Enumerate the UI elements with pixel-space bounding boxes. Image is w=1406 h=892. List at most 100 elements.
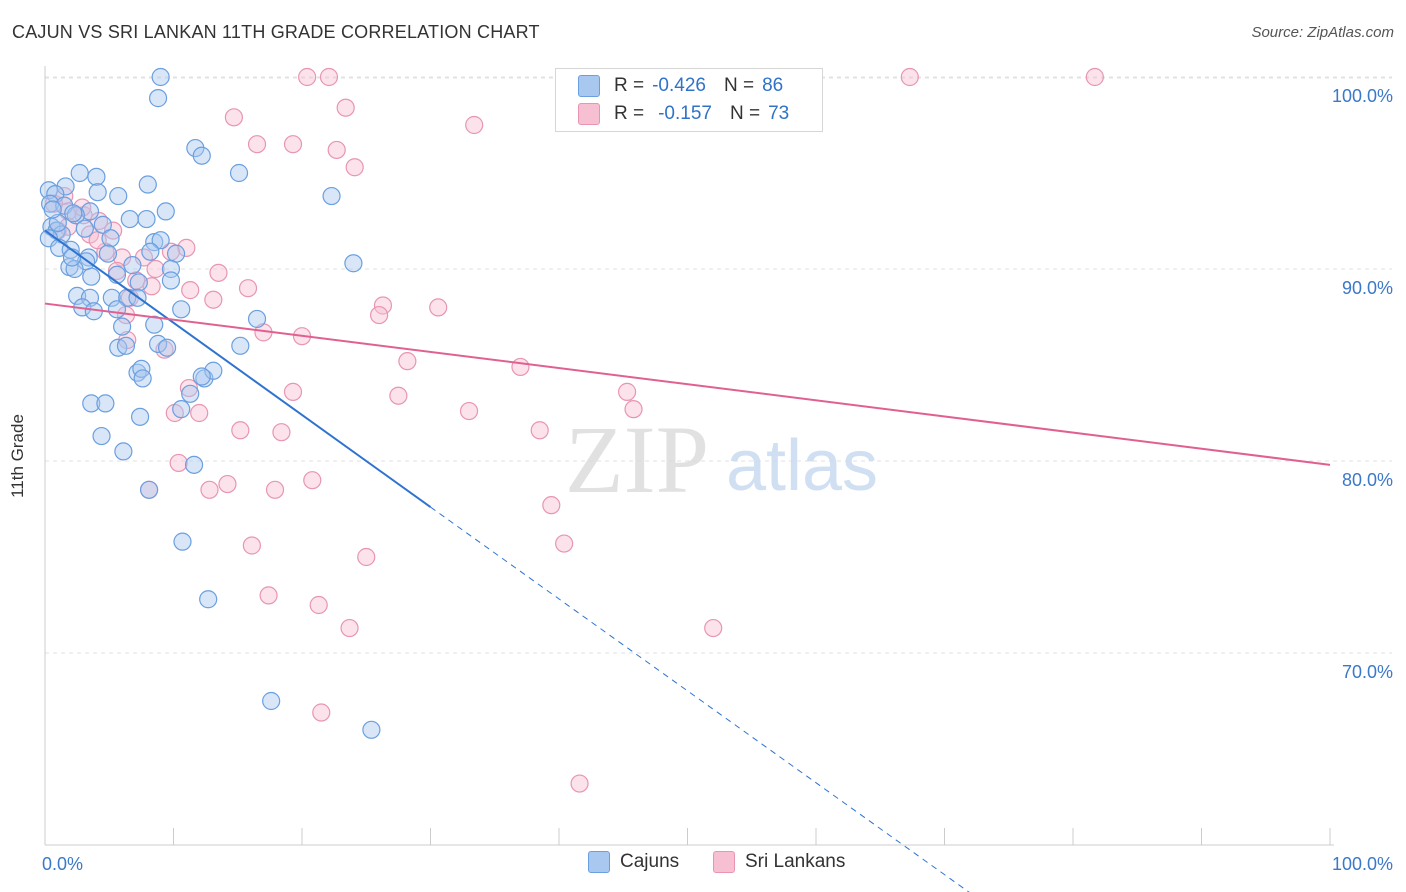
sri-lankan-point	[389, 386, 408, 405]
gridlines	[45, 76, 1392, 654]
sri-lankan-point	[542, 496, 561, 515]
cajun-swatch	[588, 851, 610, 873]
cajun-point	[75, 219, 94, 238]
sri-lankan-point	[231, 421, 250, 440]
cajun-point	[204, 361, 223, 380]
legend-item-sri-lankans: Sri Lankans	[713, 851, 845, 873]
sri-lankan-point	[283, 135, 303, 154]
cajun-point	[64, 204, 83, 223]
cajun-point	[145, 315, 164, 334]
sri-lankan-point	[265, 480, 285, 499]
sri-lankan-point	[272, 423, 291, 442]
legend-r-value: -0.426	[652, 75, 706, 96]
sri-lankan-point	[319, 67, 339, 87]
cajun-point	[130, 407, 150, 426]
watermark-zip: ZIP	[565, 406, 709, 513]
sri-lankan-point	[303, 471, 322, 490]
legend-r-label: R =	[614, 103, 645, 124]
sri-lankan-point	[283, 382, 303, 401]
x-tick-label: 100.0%	[1332, 854, 1393, 874]
cajun-point	[87, 167, 106, 186]
cajun-point	[151, 67, 170, 87]
sri-lankan-swatch	[578, 103, 600, 125]
cajun-point	[173, 532, 192, 551]
cajun-point	[62, 248, 82, 267]
legend-label-cajuns: Cajuns	[620, 851, 680, 872]
legend-label-sri-lankans: Sri Lankans	[745, 851, 846, 872]
cajun-point	[133, 369, 152, 388]
cajun-point	[129, 273, 148, 292]
axes	[44, 66, 1334, 846]
sri-lankan-point	[112, 248, 132, 267]
cajun-point	[102, 288, 121, 307]
cajun-point	[66, 206, 85, 225]
cajun-point	[138, 175, 157, 194]
legend-n-label: N =	[729, 103, 761, 124]
sri-lankan-point	[177, 238, 196, 257]
cajun-swatch	[578, 75, 600, 97]
sri-lankan-point	[704, 618, 723, 638]
legend-row-sri-lankans: R = -0.157 N = 73	[578, 101, 789, 127]
cajun-point	[101, 229, 120, 248]
cajun-point	[151, 231, 170, 250]
sri-lankan-point	[459, 401, 479, 421]
cajun-point	[231, 336, 250, 355]
cajun-point	[70, 163, 89, 183]
sri-lankan-point	[570, 774, 589, 793]
cajun-point	[362, 720, 381, 739]
cajun-point	[109, 186, 128, 206]
trend-lines	[44, 229, 1331, 892]
sri-lankan-point	[190, 403, 209, 423]
cajun-point	[82, 394, 101, 413]
sri-lankan-point	[259, 586, 278, 605]
legend-n-value: 73	[768, 103, 790, 124]
cajun-point	[157, 338, 177, 357]
tick-labels: 70.0% 80.0% 90.0% 100.0% 0.0% 100.0%	[42, 86, 1393, 874]
sri-lankan-point	[238, 279, 258, 298]
sri-lankan-point	[200, 480, 219, 499]
cajun-point	[65, 259, 84, 279]
sri-lankan-swatch	[713, 851, 735, 873]
cajun-point	[114, 442, 133, 461]
cajun-point	[199, 590, 218, 609]
cajun-point	[43, 200, 62, 219]
sri-lankan-point	[181, 281, 200, 300]
y-tick-label: 100.0%	[1332, 86, 1393, 106]
legend-n-value: 86	[762, 75, 784, 96]
legend-row-cajuns: R = -0.426 N = 86	[578, 73, 783, 99]
y-tick-label: 70.0%	[1342, 662, 1393, 682]
sri-lankan-point	[169, 453, 188, 473]
cajun-point	[137, 209, 156, 229]
cajun-point	[98, 244, 118, 263]
sri-lankan-point	[218, 474, 237, 494]
y-axis-label: 11th Grade	[8, 414, 27, 498]
sri-lankan-point	[298, 67, 317, 87]
cajun-point	[112, 317, 132, 336]
y-tick-label: 80.0%	[1342, 470, 1393, 490]
sri-lankan-point	[618, 382, 637, 401]
sri-lankan-trend-line	[44, 302, 1331, 466]
sri-lankan-point	[146, 259, 165, 279]
series-legend: Cajuns Sri Lankans	[0, 851, 1406, 879]
sri-lankan-point	[204, 290, 223, 309]
sri-lankan-point	[179, 378, 199, 398]
cajun-point	[181, 384, 200, 403]
y-tick-label: 90.0%	[1342, 278, 1393, 298]
cajun-point	[166, 244, 186, 263]
cajun-point	[120, 209, 139, 229]
cajun-point	[161, 271, 181, 290]
legend-r-value: -0.157	[658, 103, 712, 124]
cajun-trend-line	[44, 229, 432, 508]
cajun-point	[229, 163, 249, 183]
sri-lankan-point	[370, 305, 389, 325]
sri-lankan-point	[247, 135, 267, 154]
series-sri-lankans	[44, 67, 1104, 793]
cajun-point	[247, 309, 267, 329]
cajun-point	[184, 455, 204, 474]
legend-item-cajuns: Cajuns	[588, 851, 679, 873]
cajun-point	[192, 367, 211, 386]
sri-lankan-point	[312, 703, 331, 722]
cajun-point	[80, 288, 100, 307]
cajun-point	[192, 146, 211, 165]
